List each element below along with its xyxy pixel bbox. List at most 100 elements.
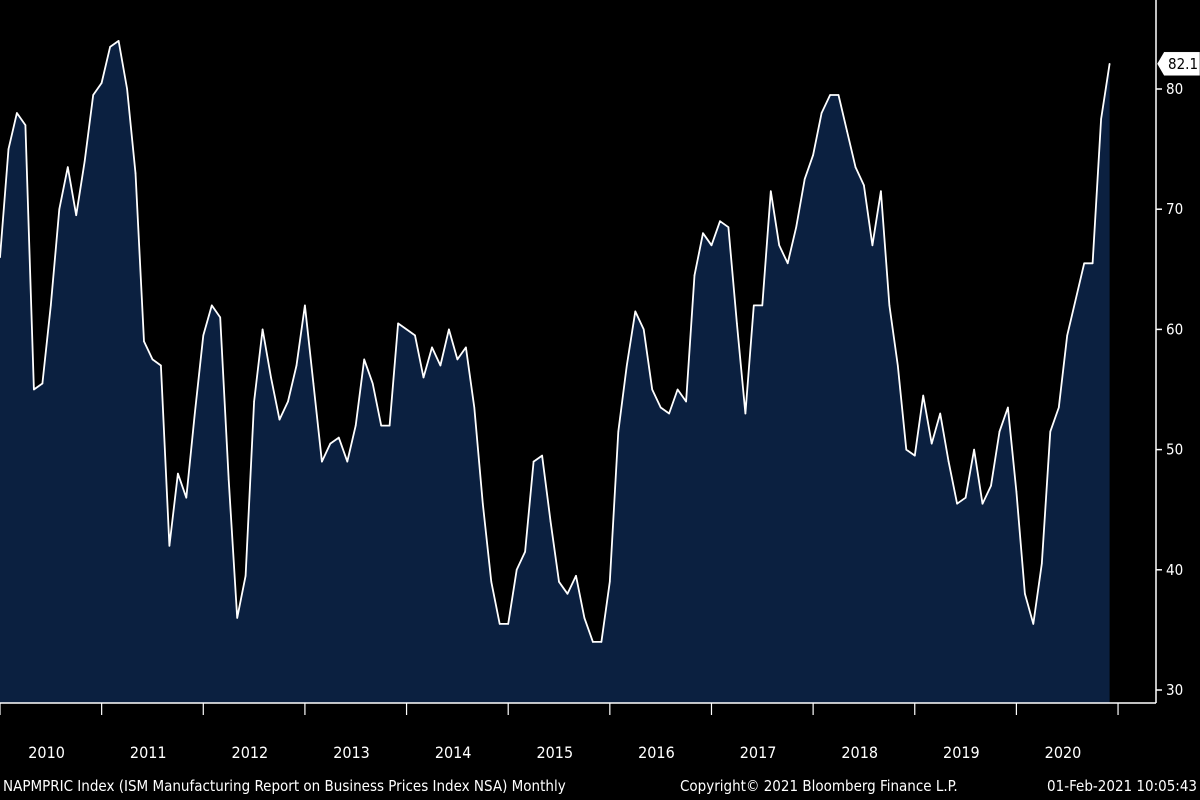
data-point xyxy=(41,382,44,385)
data-point xyxy=(719,220,721,222)
data-point xyxy=(558,581,560,583)
data-point xyxy=(1091,262,1094,265)
data-point xyxy=(143,340,145,343)
data-point xyxy=(388,424,391,427)
data-point xyxy=(880,190,882,192)
data-point xyxy=(981,502,984,505)
data-point xyxy=(532,460,535,463)
data-point xyxy=(736,322,738,325)
data-point xyxy=(194,412,196,415)
data-point xyxy=(829,94,831,96)
data-point xyxy=(1049,430,1052,433)
x-year-label: 2013 xyxy=(333,743,370,762)
data-point xyxy=(803,178,806,180)
data-point xyxy=(863,184,865,186)
data-point xyxy=(820,112,823,114)
data-point xyxy=(1015,490,1018,493)
data-point xyxy=(888,304,891,307)
price-index-line xyxy=(0,40,1111,643)
data-point xyxy=(871,244,874,247)
data-point xyxy=(177,472,179,475)
data-point xyxy=(786,262,789,265)
last-value-box xyxy=(1156,51,1200,77)
data-point xyxy=(278,418,281,421)
data-point xyxy=(185,496,188,499)
data-point xyxy=(244,575,247,577)
x-year-label: 2012 xyxy=(232,743,269,762)
data-point xyxy=(642,328,645,331)
x-year-label: 2010 xyxy=(28,743,65,762)
last-value-label: 82.1 xyxy=(1168,55,1198,73)
data-point xyxy=(998,430,1001,433)
data-point xyxy=(431,346,433,349)
data-point xyxy=(329,442,332,445)
data-point xyxy=(541,454,543,457)
data-point xyxy=(465,346,467,349)
data-point xyxy=(668,412,670,415)
data-point xyxy=(609,581,611,583)
data-point xyxy=(67,166,69,168)
data-point xyxy=(448,328,450,331)
data-point xyxy=(947,460,950,463)
data-point xyxy=(727,226,730,228)
data-point xyxy=(219,316,221,319)
data-point xyxy=(685,400,687,403)
data-point xyxy=(439,364,442,367)
data-point xyxy=(92,94,94,96)
data-point xyxy=(7,148,10,150)
data-point xyxy=(422,376,425,379)
data-point xyxy=(50,304,52,307)
data-point xyxy=(1083,262,1085,265)
x-year-label: 2018 xyxy=(841,743,878,762)
data-point xyxy=(363,358,366,361)
data-point xyxy=(617,430,620,433)
data-point xyxy=(575,575,577,577)
data-point xyxy=(473,406,476,409)
y-tick-label: 70 xyxy=(1166,200,1183,218)
data-point xyxy=(566,593,569,595)
data-point xyxy=(236,617,238,619)
y-tick-label: 30 xyxy=(1166,681,1183,699)
data-point xyxy=(761,304,764,307)
data-point xyxy=(770,190,772,192)
data-point xyxy=(261,328,264,331)
data-point xyxy=(693,274,696,277)
data-point xyxy=(795,226,797,228)
data-point xyxy=(990,484,992,487)
data-point xyxy=(939,412,941,415)
y-tick-label: 80 xyxy=(1166,80,1183,98)
data-point xyxy=(964,496,967,499)
data-point xyxy=(914,454,916,457)
data-point xyxy=(168,545,171,547)
footer-copyright: Copyright© 2021 Bloomberg Finance L.P. xyxy=(680,777,958,795)
data-point xyxy=(592,641,594,643)
data-point xyxy=(1032,623,1035,625)
data-point xyxy=(490,581,493,583)
x-year-label: 2019 xyxy=(943,743,980,762)
axes: 30 40 50 60 70 80 2010 2011 2012 2013 2014 2015 2016… xyxy=(0,0,1200,762)
data-point xyxy=(515,569,518,571)
data-point xyxy=(295,364,298,367)
data-point xyxy=(58,208,61,210)
data-point xyxy=(1024,593,1026,595)
x-year-label: 2014 xyxy=(435,743,472,762)
data-point xyxy=(405,328,408,331)
data-point xyxy=(498,623,501,625)
data-point xyxy=(380,424,383,427)
y-tick-label: 40 xyxy=(1166,561,1183,579)
data-point xyxy=(287,400,289,403)
data-point xyxy=(702,232,704,234)
data-point xyxy=(109,46,111,48)
data-point xyxy=(211,304,213,307)
data-point xyxy=(338,436,340,439)
data-point xyxy=(583,617,586,619)
data-points xyxy=(0,40,1111,643)
data-point xyxy=(117,40,120,42)
data-point xyxy=(846,130,848,132)
footer-index-description: NAPMPRIC Index (ISM Manufacturing Report… xyxy=(3,777,566,795)
x-year-label: 2017 xyxy=(740,743,777,762)
data-point xyxy=(676,388,679,391)
data-point xyxy=(973,448,975,451)
x-year-label: 2011 xyxy=(130,743,167,762)
data-point xyxy=(1066,334,1068,337)
